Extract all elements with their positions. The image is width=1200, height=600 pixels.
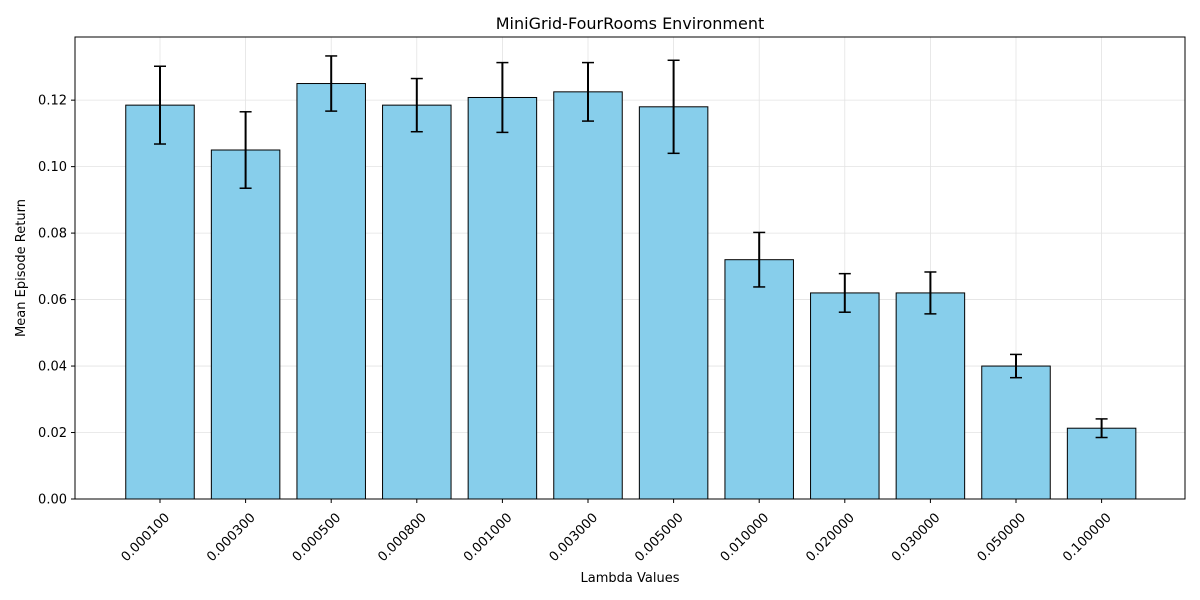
error-bar [582,61,594,122]
plot-frame [74,36,1186,500]
x-axis-title: Lambda Values [581,571,680,586]
x-tick-label: 0.001000 [461,510,515,564]
y-axis: 0.00 0.02 0.04 0.06 0.08 0.10 0.12 [38,94,75,508]
bar [638,106,709,500]
error-bar [1095,418,1108,439]
bar [895,292,966,500]
y-tick-label: 0.02 [38,426,67,441]
x-tick-label: 0.000800 [375,510,429,564]
y-tick-label: 0.12 [38,94,67,109]
bar [810,292,880,500]
bar [382,104,452,500]
error-bar [753,231,766,288]
bar [724,259,794,500]
bar [553,91,623,500]
bar [981,365,1051,500]
x-tick-label: 0.050000 [975,510,1029,564]
error-bar [154,65,166,145]
error-bar [496,61,509,134]
x-tick-label: 0.030000 [889,510,943,564]
x-tick-label: 0.000300 [204,510,258,564]
x-tick-label: 0.000500 [290,510,344,564]
y-tick-label: 0.04 [38,360,67,375]
error-bar [667,59,680,155]
error-bar [239,111,252,189]
bar [1066,427,1137,500]
x-tick-label: 0.005000 [632,510,686,564]
bar [125,104,195,500]
y-axis-title: Mean Episode Return [14,199,29,337]
error-bar [838,272,851,313]
y-tick-label: 0.06 [38,293,67,308]
error-bar [325,55,338,112]
error-bar [410,77,423,133]
x-tick-label: 0.003000 [547,510,601,564]
x-tick-label: 0.000100 [119,510,173,564]
chart-title: MiniGrid-FourRooms Environment [496,14,764,33]
y-tick-label: 0.10 [38,160,67,175]
error-bar [1010,353,1022,379]
y-tick-label: 0.00 [38,493,67,508]
error-bar [924,271,937,315]
x-axis: 0.000100 0.000300 0.000500 0.000800 0.001000… [119,499,1115,565]
bar [296,83,366,500]
x-tick-label: 0.100000 [1060,510,1114,564]
x-tick-label: 0.010000 [718,510,772,564]
bar [467,96,538,500]
bars [125,83,1137,500]
bar [210,149,281,500]
x-tick-label: 0.020000 [803,510,857,564]
error-bars [154,55,1108,439]
y-tick-label: 0.08 [38,227,67,242]
